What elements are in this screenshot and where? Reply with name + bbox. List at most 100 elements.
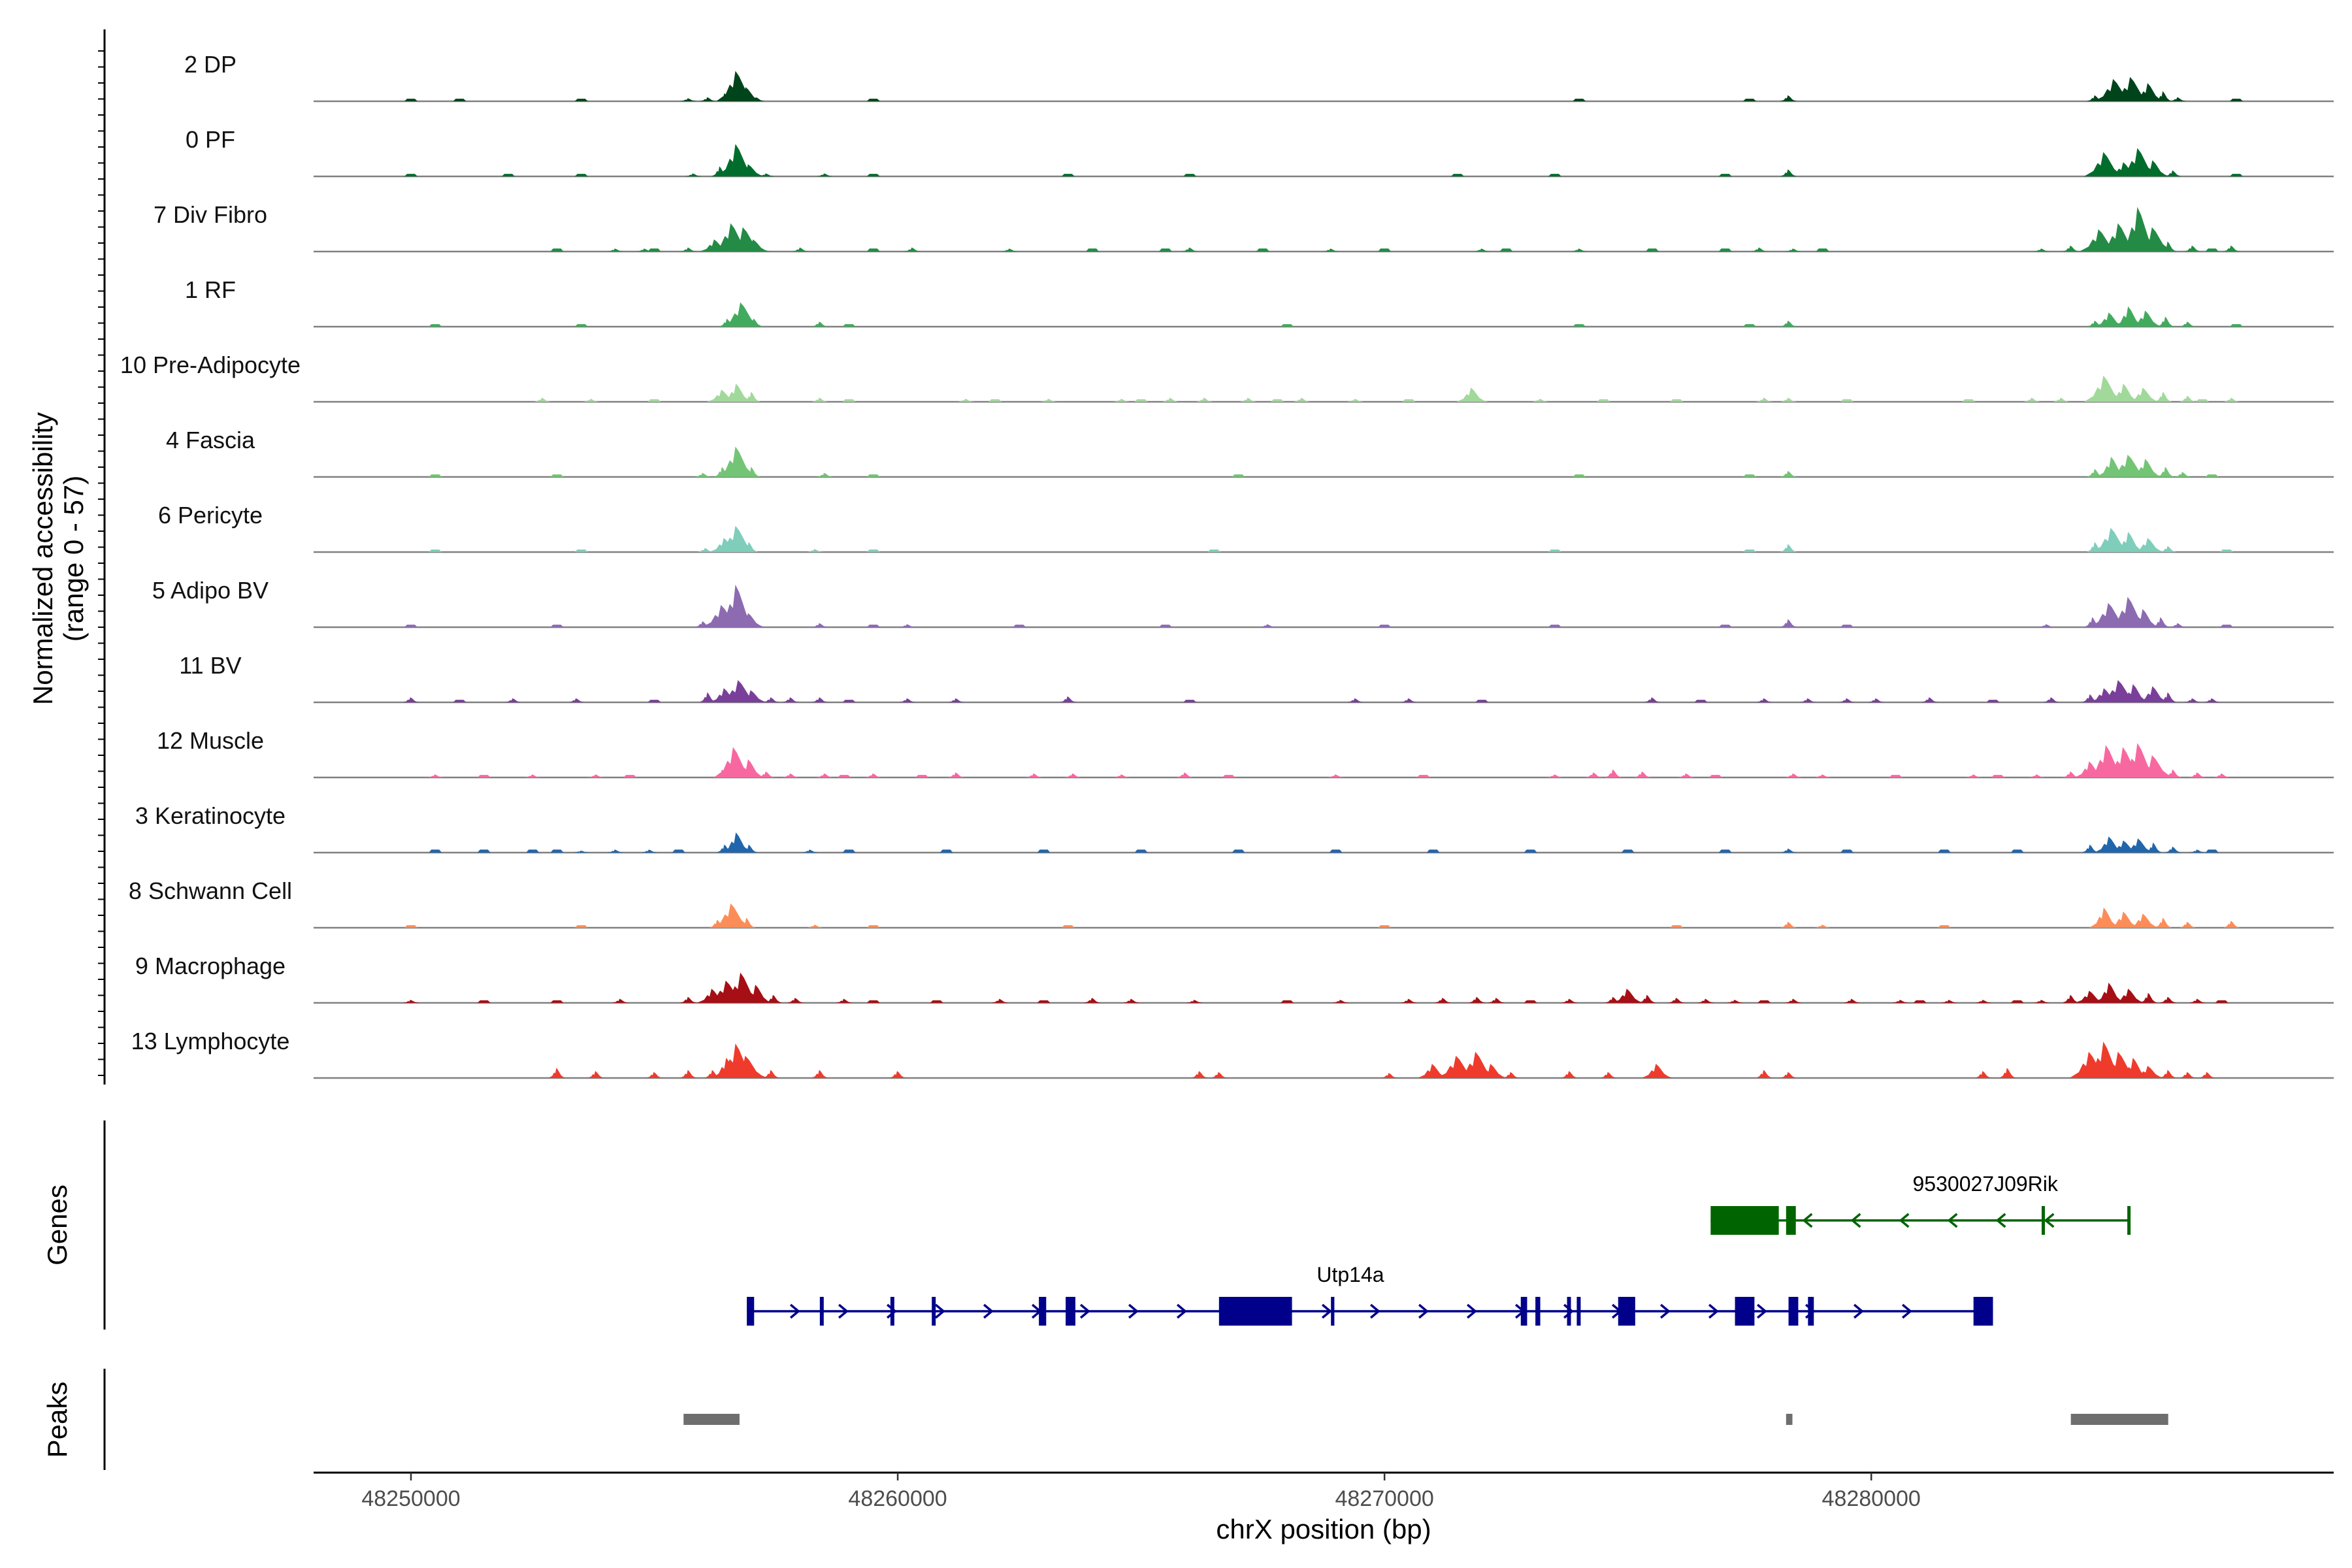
- coverage-peak: [802, 849, 819, 853]
- coverage-peak: [1332, 1000, 1350, 1003]
- track-10-pre-adipocyte: 10 Pre-Adipocyte: [120, 351, 2334, 403]
- track-5-adipo-bv: 5 Adipo BV: [152, 577, 2334, 629]
- coverage-peak: [2179, 1071, 2197, 1078]
- noise-mark: [1913, 1000, 1927, 1003]
- coverage-peak: [685, 173, 702, 176]
- coverage-peak: [816, 173, 834, 176]
- coverage-peak: [2114, 988, 2146, 1003]
- gene-exon: [1973, 1297, 1993, 1326]
- noise-mark: [2205, 248, 2219, 252]
- coverage-peak: [991, 998, 1009, 1003]
- coverage-peak: [816, 773, 834, 777]
- noise-mark: [842, 399, 856, 402]
- coverage-peak: [1400, 998, 1418, 1003]
- noise-mark: [1183, 174, 1197, 176]
- coverage-peak: [1697, 998, 1714, 1003]
- noise-mark: [574, 549, 588, 552]
- coverage-peak: [2131, 310, 2163, 327]
- coverage-peak: [572, 850, 590, 853]
- noise-mark: [1573, 474, 1586, 477]
- noise-mark: [1718, 248, 1732, 252]
- noise-mark: [1037, 849, 1051, 853]
- noise-mark: [1232, 474, 1245, 477]
- coverage-peak: [716, 446, 759, 477]
- coverage-peak: [899, 624, 916, 627]
- coverage-peak: [679, 247, 697, 252]
- noise-mark: [1597, 399, 1610, 402]
- noise-mark: [1426, 849, 1440, 853]
- coverage-peak: [1347, 399, 1364, 402]
- coverage-peak: [738, 239, 770, 252]
- coverage-peak: [1785, 248, 1802, 252]
- noise-mark: [404, 174, 418, 176]
- coverage-peak: [1780, 848, 1797, 853]
- coverage-peak: [757, 771, 775, 777]
- coverage-peak: [2223, 245, 2240, 252]
- noise-mark: [1840, 625, 1854, 627]
- coverage-peak: [792, 247, 809, 252]
- coverage-peak: [2094, 983, 2126, 1003]
- coverage-peak: [1780, 320, 1797, 327]
- coverage-peak: [2082, 844, 2099, 853]
- coverage-peak: [2157, 466, 2174, 477]
- gene-exon: [747, 1297, 755, 1326]
- coverage-peak: [1780, 1071, 1797, 1078]
- coverage-peak: [2108, 384, 2140, 402]
- coverage-peak: [1756, 698, 1773, 702]
- coverage-peak: [711, 903, 753, 928]
- strand-arrow: [1756, 1303, 1767, 1319]
- noise-mark: [1742, 549, 1756, 552]
- noise-mark: [550, 474, 564, 477]
- noise-mark: [502, 174, 515, 176]
- coverage-peak: [2094, 312, 2126, 327]
- peaks-panel-label: Peaks: [42, 1382, 73, 1458]
- coverage-peak: [2132, 755, 2175, 777]
- coverage-peak: [2189, 849, 2206, 853]
- coverage-peak: [694, 472, 711, 477]
- coverage-peak: [1162, 397, 1179, 402]
- noise-mark: [1134, 399, 1148, 402]
- gene-exon: [1808, 1297, 1814, 1326]
- coverage-peak: [2183, 698, 2201, 702]
- coverage-peak: [2155, 91, 2172, 101]
- noise-mark: [1742, 99, 1756, 101]
- coverage-peak: [2118, 1058, 2150, 1078]
- strand-arrow: [1369, 1303, 1380, 1319]
- noise-mark: [1524, 849, 1537, 853]
- noise-mark: [2229, 174, 2243, 176]
- coverage-peak: [699, 692, 717, 702]
- noise-mark: [1986, 700, 2000, 702]
- coverage-peak: [2223, 397, 2240, 402]
- coverage-peak: [733, 759, 765, 777]
- noise-mark: [866, 174, 880, 176]
- noise-mark: [1840, 399, 1854, 402]
- track-label: 11 BV: [179, 652, 241, 679]
- x-tick-label: 48260000: [848, 1486, 947, 1511]
- track-label: 7 Div Fibro: [154, 201, 267, 228]
- gene-exon: [2041, 1206, 2045, 1235]
- noise-mark: [574, 174, 588, 176]
- gene-exon: [1520, 1297, 1527, 1326]
- coverage-peak: [1634, 771, 1651, 777]
- coverage-peak: [811, 623, 828, 627]
- coverage-peak: [402, 697, 419, 702]
- coverage-peak: [726, 1055, 768, 1078]
- gene-exon: [1567, 1297, 1571, 1326]
- noise-mark: [672, 849, 685, 853]
- coverage-peak: [1113, 774, 1130, 777]
- coverage-peak: [1239, 397, 1257, 402]
- coverage-peak: [2155, 917, 2172, 928]
- noise-mark: [2205, 849, 2219, 853]
- coverage-peak: [1639, 994, 1656, 1003]
- coverage-peak: [696, 547, 714, 552]
- coverage-peak: [1940, 1000, 1958, 1003]
- coverage-peak: [2159, 1070, 2177, 1078]
- noise-mark: [453, 99, 466, 101]
- noise-mark: [866, 925, 880, 928]
- strand-arrow: [1659, 1303, 1671, 1319]
- coverage-peak: [1434, 998, 1452, 1003]
- noise-mark: [477, 849, 491, 853]
- track-7-div-fibro: 7 Div Fibro: [154, 201, 2334, 253]
- coverage-peak: [762, 1070, 780, 1078]
- coverage-peak: [1186, 1000, 1203, 1003]
